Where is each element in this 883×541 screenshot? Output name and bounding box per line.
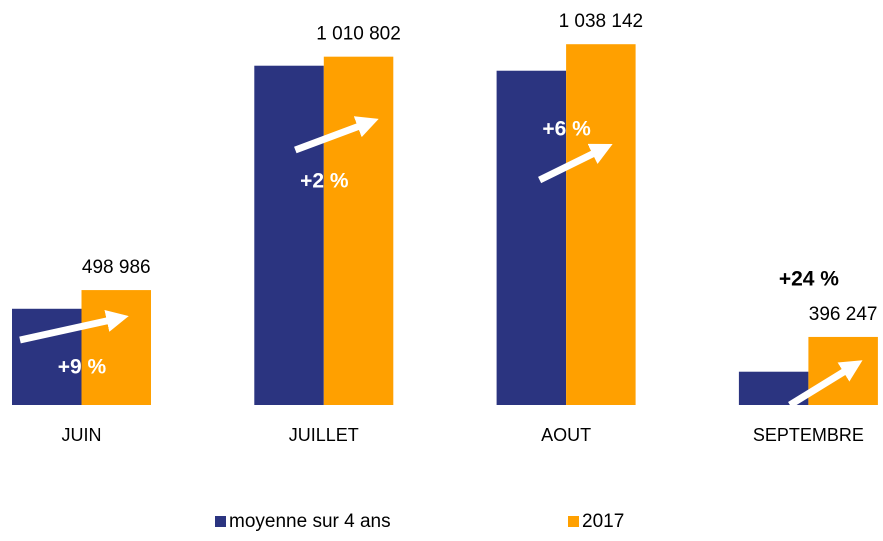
value-label: 1 010 802 [316, 24, 401, 45]
x-tick-label: SEPTEMBRE [753, 425, 864, 445]
x-tick-label: JUILLET [289, 425, 359, 445]
value-label: 396 247 [809, 304, 878, 325]
legend-swatch [215, 516, 226, 527]
bar [12, 308, 82, 405]
bar [254, 65, 324, 405]
value-label: 498 986 [82, 257, 151, 278]
bar [496, 70, 567, 406]
arrow [19, 309, 129, 344]
x-tick-label: AOUT [541, 425, 591, 445]
value-label: 1 038 142 [559, 11, 644, 32]
bar [81, 290, 151, 405]
annotation: +24 % [779, 268, 839, 291]
legend-swatch [568, 516, 579, 527]
annotation: +6 % [542, 118, 591, 141]
annotation: +2 % [300, 170, 349, 193]
arrow [294, 116, 379, 154]
legend-label: moyenne sur 4 ans [229, 511, 391, 532]
bar [323, 56, 394, 405]
x-tick-label: JUIN [62, 425, 102, 445]
arrow [788, 360, 863, 408]
arrow [538, 143, 613, 184]
bar [566, 44, 636, 406]
annotation: +9 % [58, 356, 107, 379]
legend-label: 2017 [582, 511, 624, 532]
